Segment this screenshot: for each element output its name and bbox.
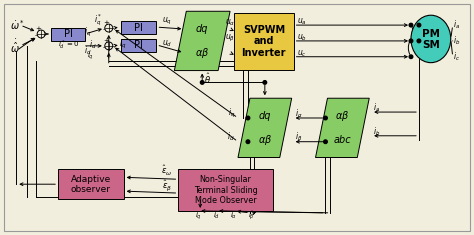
Text: abc: abc: [334, 135, 351, 145]
FancyBboxPatch shape: [51, 28, 85, 41]
Text: $i_q$: $i_q$: [87, 51, 94, 63]
FancyBboxPatch shape: [121, 39, 156, 52]
Text: $i_q$: $i_q$: [84, 25, 91, 39]
FancyBboxPatch shape: [4, 4, 470, 231]
Text: $\alpha\beta$: $\alpha\beta$: [195, 46, 210, 60]
Text: -: -: [35, 32, 37, 38]
Text: $i_\beta$: $i_\beta$: [248, 210, 255, 222]
Text: $i_d^*=0$: $i_d^*=0$: [58, 38, 80, 51]
Text: dq: dq: [196, 24, 209, 34]
Text: dq: dq: [259, 111, 271, 121]
Text: Adaptive
observer: Adaptive observer: [71, 175, 111, 194]
Text: Non-Singular
Terminal Sliding
Mode Observer: Non-Singular Terminal Sliding Mode Obser…: [194, 175, 257, 205]
Text: $i_\alpha$: $i_\alpha$: [295, 108, 302, 120]
Text: $\hat{\varepsilon}_\omega$: $\hat{\varepsilon}_\omega$: [161, 164, 173, 178]
Text: $i_b$: $i_b$: [373, 125, 381, 138]
FancyBboxPatch shape: [121, 21, 156, 34]
Text: $i_a$: $i_a$: [373, 102, 380, 114]
Circle shape: [409, 23, 413, 27]
Text: $\hat{\theta}$: $\hat{\theta}$: [204, 71, 210, 86]
Text: $i_q^*$: $i_q^*$: [94, 12, 102, 28]
Circle shape: [417, 23, 421, 27]
Text: PI: PI: [134, 40, 143, 50]
Text: $u_d$: $u_d$: [162, 39, 173, 49]
Text: +: +: [103, 38, 109, 44]
Text: $\alpha\beta$: $\alpha\beta$: [335, 109, 349, 123]
Text: $\dot{\omega}^*$: $\dot{\omega}^*$: [10, 18, 25, 32]
Text: $i_q$: $i_q$: [228, 106, 235, 120]
Text: $u_c$: $u_c$: [297, 48, 306, 59]
Circle shape: [324, 116, 327, 120]
Text: $\dot{\hat{\omega}}$: $\dot{\hat{\omega}}$: [10, 37, 20, 55]
Text: $u_a$: $u_a$: [297, 17, 306, 27]
Text: $u_b$: $u_b$: [297, 33, 307, 43]
Text: $i_d$: $i_d$: [213, 211, 219, 221]
Text: $u_\beta$: $u_\beta$: [225, 33, 235, 44]
Text: PI: PI: [134, 23, 143, 33]
Text: $i_b$: $i_b$: [453, 35, 460, 47]
Text: $u_q$: $u_q$: [163, 16, 173, 27]
Text: PI: PI: [64, 30, 73, 39]
Text: +: +: [103, 20, 109, 26]
Text: SVPWM
and
Inverter: SVPWM and Inverter: [242, 25, 286, 58]
Ellipse shape: [411, 15, 451, 63]
Polygon shape: [238, 98, 292, 157]
Text: $u_\alpha$: $u_\alpha$: [225, 18, 236, 28]
Text: $i_q$: $i_q$: [195, 210, 201, 222]
Text: $i_\beta$: $i_\beta$: [295, 131, 302, 144]
Polygon shape: [316, 98, 369, 157]
Text: $i_\alpha$: $i_\alpha$: [230, 211, 237, 221]
Circle shape: [263, 81, 267, 84]
Text: $i_d$: $i_d$: [89, 39, 96, 51]
Circle shape: [417, 39, 421, 43]
Circle shape: [409, 55, 413, 59]
FancyBboxPatch shape: [178, 169, 273, 211]
Text: PM: PM: [422, 29, 440, 39]
Text: $\hat{\varepsilon}_\beta$: $\hat{\varepsilon}_\beta$: [162, 178, 173, 192]
Circle shape: [246, 140, 250, 144]
Circle shape: [201, 81, 204, 84]
Text: +: +: [36, 26, 42, 32]
Text: $\alpha\beta$: $\alpha\beta$: [258, 133, 272, 147]
Circle shape: [409, 39, 413, 43]
Text: $i_a$: $i_a$: [453, 19, 460, 31]
FancyBboxPatch shape: [58, 169, 124, 199]
Text: $i_q$: $i_q$: [118, 38, 126, 51]
FancyBboxPatch shape: [234, 13, 294, 70]
Text: -: -: [102, 44, 105, 50]
Text: $i_c$: $i_c$: [453, 51, 460, 63]
Circle shape: [324, 140, 327, 144]
Text: SM: SM: [422, 40, 440, 50]
Text: $i_d$: $i_d$: [228, 130, 235, 143]
Text: -: -: [102, 26, 105, 32]
Text: $i_d$: $i_d$: [84, 45, 91, 57]
Polygon shape: [174, 11, 230, 70]
Circle shape: [246, 116, 250, 120]
